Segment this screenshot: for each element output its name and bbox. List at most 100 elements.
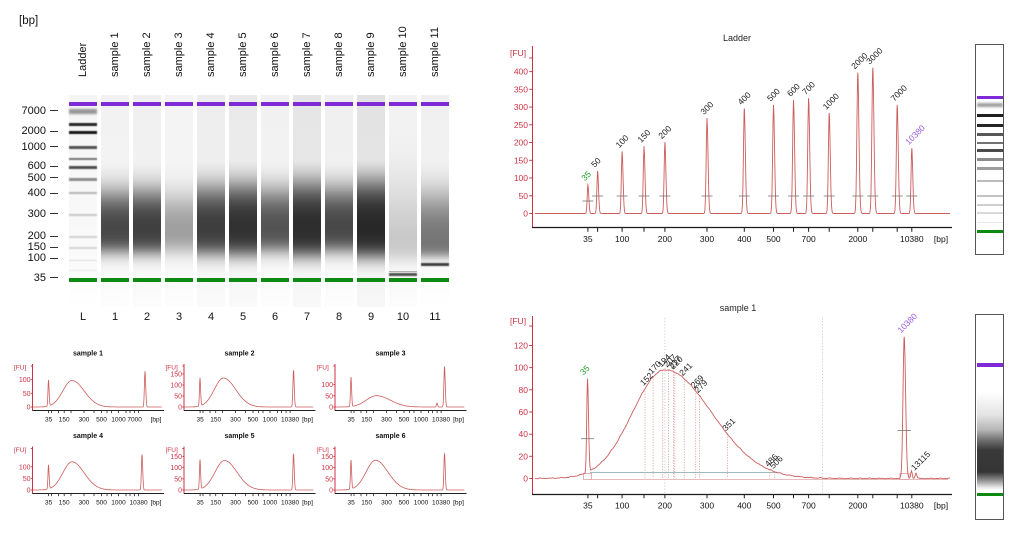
- svg-text:[FU]: [FU]: [166, 365, 178, 372]
- svg-text:40: 40: [519, 429, 529, 439]
- svg-text:1000: 1000: [111, 500, 126, 507]
- svg-text:150: 150: [321, 454, 333, 461]
- svg-text:sample 1: sample 1: [73, 351, 103, 358]
- svg-text:[FU]: [FU]: [510, 316, 526, 326]
- svg-text:500: 500: [399, 500, 410, 507]
- svg-text:50: 50: [325, 393, 333, 400]
- svg-text:[bp]: [bp]: [151, 500, 162, 507]
- svg-text:[FU]: [FU]: [14, 447, 26, 454]
- svg-text:1000: 1000: [263, 500, 278, 507]
- svg-text:10380: 10380: [130, 500, 148, 507]
- svg-text:60: 60: [519, 407, 529, 417]
- svg-text:500: 500: [766, 501, 780, 511]
- svg-text:300: 300: [700, 234, 714, 244]
- svg-text:200: 200: [658, 234, 672, 244]
- svg-text:150: 150: [210, 417, 221, 424]
- svg-text:10380: 10380: [432, 500, 450, 507]
- svg-text:10380: 10380: [903, 123, 927, 147]
- svg-text:400: 400: [737, 501, 751, 511]
- svg-text:50: 50: [23, 391, 31, 398]
- svg-text:10380: 10380: [281, 500, 299, 507]
- svg-text:10380: 10380: [432, 417, 450, 424]
- svg-text:500: 500: [765, 86, 782, 103]
- svg-text:100: 100: [19, 464, 31, 471]
- svg-text:[FU]: [FU]: [317, 447, 329, 454]
- svg-text:35: 35: [196, 417, 204, 424]
- svg-text:[bp]: [bp]: [934, 501, 948, 511]
- svg-text:1000: 1000: [414, 500, 429, 507]
- svg-text:sample 2: sample 2: [225, 351, 255, 358]
- svg-text:0: 0: [178, 405, 182, 412]
- svg-text:100: 100: [19, 377, 31, 384]
- svg-text:35: 35: [583, 234, 593, 244]
- svg-text:13115: 13115: [909, 449, 933, 473]
- svg-text:400: 400: [737, 234, 751, 244]
- svg-text:0: 0: [329, 405, 333, 412]
- svg-text:100: 100: [613, 133, 630, 150]
- svg-text:300: 300: [381, 500, 392, 507]
- svg-text:150: 150: [361, 500, 372, 507]
- svg-text:120: 120: [514, 341, 528, 351]
- svg-text:[FU]: [FU]: [510, 48, 526, 58]
- svg-text:100: 100: [170, 383, 182, 390]
- svg-text:[bp]: [bp]: [453, 417, 464, 424]
- svg-text:300: 300: [230, 417, 241, 424]
- svg-text:0: 0: [178, 488, 182, 495]
- svg-text:150: 150: [635, 127, 652, 144]
- svg-text:250: 250: [514, 120, 528, 130]
- svg-text:80: 80: [519, 385, 529, 395]
- svg-text:[bp]: [bp]: [302, 417, 313, 424]
- svg-text:0: 0: [523, 474, 528, 484]
- svg-text:10380: 10380: [900, 234, 924, 244]
- svg-text:35: 35: [578, 363, 592, 377]
- svg-text:50: 50: [23, 476, 31, 483]
- svg-text:3000: 3000: [864, 45, 885, 66]
- svg-text:300: 300: [230, 500, 241, 507]
- svg-text:20: 20: [519, 451, 529, 461]
- svg-text:351: 351: [720, 416, 737, 433]
- svg-text:300: 300: [381, 417, 392, 424]
- svg-text:Ladder: Ladder: [723, 33, 751, 43]
- svg-text:300: 300: [79, 500, 90, 507]
- svg-text:10380: 10380: [281, 417, 299, 424]
- svg-text:350: 350: [514, 84, 528, 94]
- svg-text:500: 500: [96, 500, 107, 507]
- svg-text:700: 700: [802, 234, 816, 244]
- svg-text:35: 35: [347, 417, 355, 424]
- svg-text:200: 200: [656, 123, 673, 140]
- svg-text:sample 6: sample 6: [376, 433, 406, 440]
- svg-text:100: 100: [615, 501, 629, 511]
- svg-text:700: 700: [802, 501, 816, 511]
- svg-text:sample 5: sample 5: [225, 433, 255, 440]
- svg-text:10380: 10380: [895, 311, 919, 335]
- svg-text:50: 50: [519, 191, 529, 201]
- svg-text:300: 300: [698, 99, 715, 116]
- svg-text:35: 35: [196, 500, 204, 507]
- svg-text:500: 500: [248, 417, 259, 424]
- svg-text:2000: 2000: [848, 501, 867, 511]
- svg-text:35: 35: [45, 500, 53, 507]
- svg-text:150: 150: [59, 500, 70, 507]
- svg-text:200: 200: [658, 501, 672, 511]
- svg-text:0: 0: [523, 209, 528, 219]
- svg-text:10380: 10380: [900, 501, 924, 511]
- svg-text:2000: 2000: [848, 234, 867, 244]
- svg-text:100: 100: [170, 465, 182, 472]
- svg-text:150: 150: [59, 417, 70, 424]
- svg-text:sample 4: sample 4: [73, 433, 103, 440]
- svg-text:0: 0: [27, 488, 31, 495]
- svg-text:35: 35: [583, 501, 593, 511]
- svg-text:sample 1: sample 1: [720, 303, 757, 313]
- svg-text:7000: 7000: [127, 417, 142, 424]
- svg-text:sample 3: sample 3: [376, 351, 406, 358]
- svg-text:500: 500: [96, 417, 107, 424]
- svg-text:35: 35: [579, 169, 593, 183]
- svg-text:300: 300: [79, 417, 90, 424]
- svg-text:400: 400: [736, 90, 753, 107]
- svg-text:50: 50: [325, 476, 333, 483]
- svg-text:1000: 1000: [263, 417, 278, 424]
- svg-text:50: 50: [589, 155, 603, 169]
- svg-text:0: 0: [27, 405, 31, 412]
- svg-text:1000: 1000: [111, 417, 126, 424]
- svg-text:[bp]: [bp]: [453, 500, 464, 507]
